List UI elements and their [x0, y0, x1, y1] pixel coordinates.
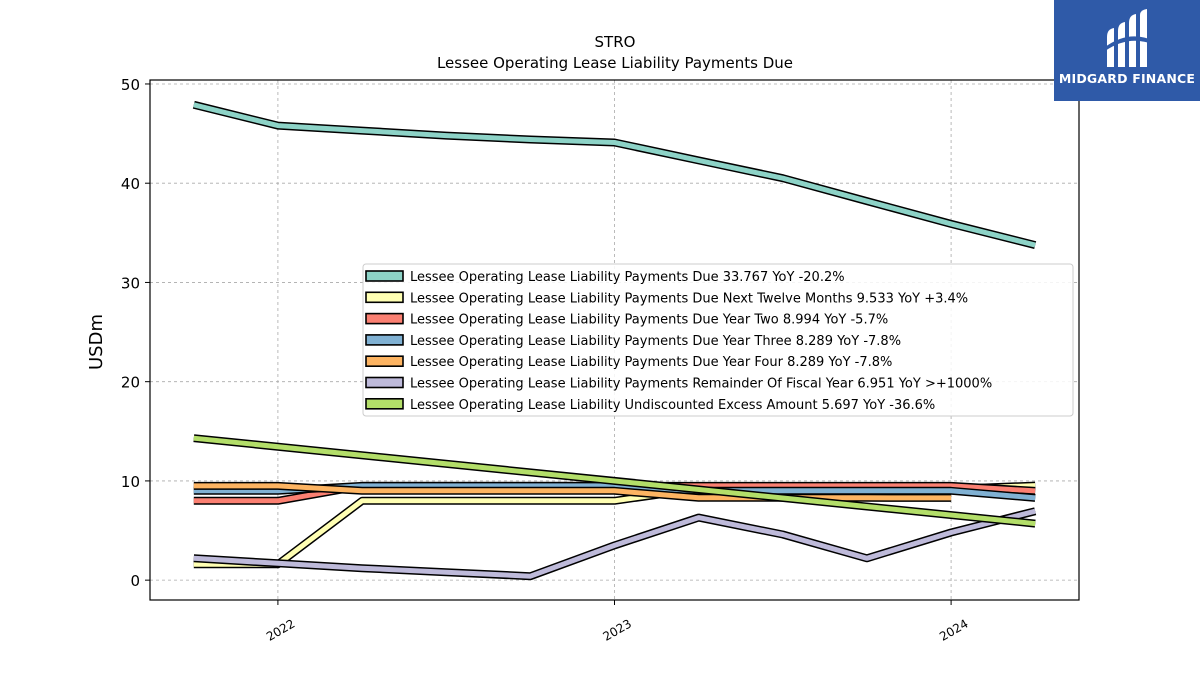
x-tick-label: 2023 — [601, 616, 634, 643]
chart-subtitle: Lessee Operating Lease Liability Payment… — [437, 54, 793, 72]
legend-label: Lessee Operating Lease Liability Payment… — [410, 270, 845, 285]
series-lines — [192, 100, 1037, 581]
legend-swatch — [365, 312, 404, 325]
legend-swatch — [365, 291, 404, 304]
series-line — [193, 483, 952, 501]
y-tick-label: 20 — [121, 374, 140, 392]
legend-entries: Lessee Operating Lease Liability Payment… — [365, 270, 992, 413]
series-line — [193, 435, 1036, 527]
legend-label: Lessee Operating Lease Liability Undisco… — [410, 398, 935, 413]
legend: Lessee Operating Lease Liability Payment… — [362, 263, 1074, 417]
legend-label: Lessee Operating Lease Liability Payment… — [410, 355, 892, 370]
legend-swatch — [365, 376, 404, 389]
logo-text: MIDGARD FINANCE — [1058, 71, 1196, 86]
brand-logo: MIDGARD FINANCE — [1054, 0, 1200, 101]
legend-swatch — [365, 397, 404, 410]
y-tick-label: 30 — [121, 274, 140, 292]
y-tick-label: 40 — [121, 175, 140, 193]
series-line — [193, 102, 1036, 248]
legend-swatch — [365, 270, 404, 282]
x-tick-label: 2024 — [937, 616, 970, 643]
legend-label: Lessee Operating Lease Liability Payment… — [410, 377, 992, 392]
legend-swatch — [365, 355, 404, 368]
x-tick-label: 2022 — [264, 616, 297, 643]
legend-swatch — [365, 334, 404, 346]
y-tick-label: 0 — [130, 572, 140, 590]
legend-label: Lessee Operating Lease Liability Payment… — [410, 291, 968, 306]
y-tick-label: 10 — [121, 473, 140, 491]
x-axis-ticks: 2022 2023 2024 — [264, 600, 971, 644]
series-line — [193, 508, 1036, 579]
logo-icon — [1105, 9, 1149, 67]
legend-label: Lessee Operating Lease Liability Payment… — [410, 334, 901, 349]
y-tick-label: 50 — [121, 76, 140, 94]
legend-label: Lessee Operating Lease Liability Payment… — [410, 313, 888, 328]
legend-box — [362, 263, 1074, 417]
y-axis-ticks: 0 10 20 30 40 50 — [121, 76, 150, 590]
chart-title: STRO — [595, 33, 636, 51]
y-axis-label: USDm — [86, 314, 107, 370]
